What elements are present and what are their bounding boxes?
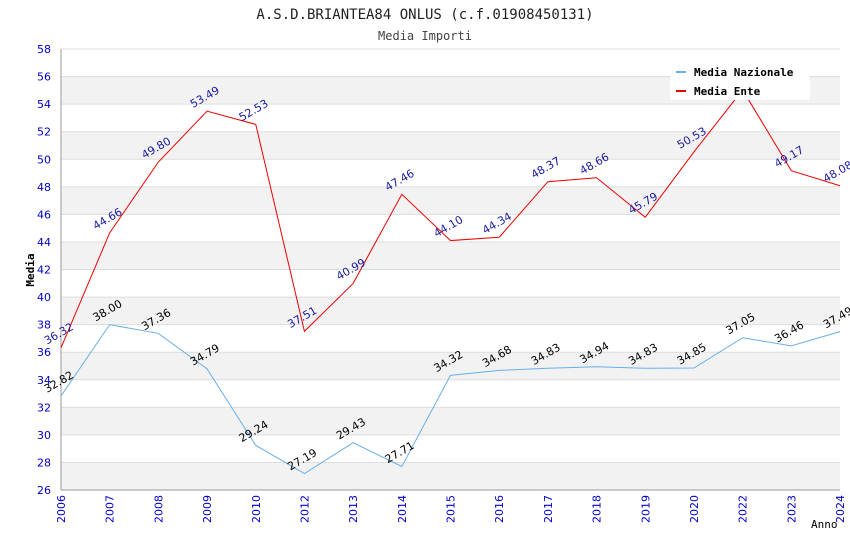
y-tick-label: 26 xyxy=(37,484,51,497)
series-line-media-nazionale xyxy=(60,324,841,475)
x-tick-label: 2022 xyxy=(737,495,750,523)
tick-labels: 26 28 30 32 34 36 38 40 42 44 46 48 50 52 54 56 58 2006 20… xyxy=(37,43,847,523)
legend-label: Media Nazionale xyxy=(694,66,794,79)
x-tick-label: 2006 xyxy=(55,495,68,523)
legend-box xyxy=(670,60,810,100)
x-tick-label: 2013 xyxy=(347,495,360,523)
x-tick-label: 2019 xyxy=(639,495,652,523)
y-tick-label: 56 xyxy=(37,71,51,84)
axes xyxy=(60,49,840,491)
x-tick-label: 2020 xyxy=(688,495,701,523)
y-tick-label: 40 xyxy=(37,291,51,304)
grid-band xyxy=(61,407,840,435)
y-tick-label: 54 xyxy=(37,98,51,111)
y-tick-label: 32 xyxy=(37,401,51,414)
x-tick-label: 2008 xyxy=(152,495,165,523)
x-tick-label: 2007 xyxy=(104,495,117,523)
y-tick-label: 36 xyxy=(37,346,51,359)
y-tick-label: 44 xyxy=(37,236,51,249)
y-tick-label: 28 xyxy=(37,456,51,469)
y-tick-label: 42 xyxy=(37,264,51,277)
legend: Media Nazionale Media Ente xyxy=(670,60,810,100)
x-tick-label: 2017 xyxy=(542,495,555,523)
y-tick-label: 38 xyxy=(37,319,51,332)
y-tick-label: 46 xyxy=(37,208,51,221)
x-tick-label: 2010 xyxy=(250,495,263,523)
y-tick-label: 52 xyxy=(37,126,51,139)
grid-band xyxy=(61,131,840,160)
legend-label: Media Ente xyxy=(694,85,761,98)
grid-band xyxy=(61,297,840,325)
x-tick-label: 2023 xyxy=(785,495,798,523)
x-tick-label: 2012 xyxy=(298,495,311,523)
y-tick-label: 34 xyxy=(37,374,51,387)
chart-title: A.S.D.BRIANTEA84 ONLUS (c.f.01908450131) xyxy=(256,7,593,23)
x-tick-label: 2024 xyxy=(834,495,847,523)
grid-band xyxy=(61,241,840,270)
data-label: 44.10 xyxy=(432,213,466,240)
x-axis-label: Anno xyxy=(811,518,838,531)
data-label: 32.82 xyxy=(42,369,76,396)
y-tick-label: 48 xyxy=(37,181,51,194)
series-line-media-ente xyxy=(60,89,841,348)
grid-band xyxy=(61,186,840,215)
x-tick-label: 2009 xyxy=(201,495,214,523)
y-tick-label: 50 xyxy=(37,153,51,166)
data-label: 48.08 xyxy=(821,158,850,185)
y-axis-label: Media xyxy=(24,253,37,286)
x-tick-label: 2014 xyxy=(396,495,409,523)
x-tick-label: 2015 xyxy=(445,495,458,523)
y-tick-label: 30 xyxy=(37,429,51,442)
chart-subtitle: Media Importi xyxy=(378,29,472,43)
grid-band xyxy=(61,462,840,490)
grid xyxy=(61,48,840,491)
y-tick-label: 58 xyxy=(37,43,51,56)
x-tick-label: 2016 xyxy=(493,495,506,523)
x-tick-label: 2018 xyxy=(591,495,604,523)
series-group xyxy=(60,89,841,475)
